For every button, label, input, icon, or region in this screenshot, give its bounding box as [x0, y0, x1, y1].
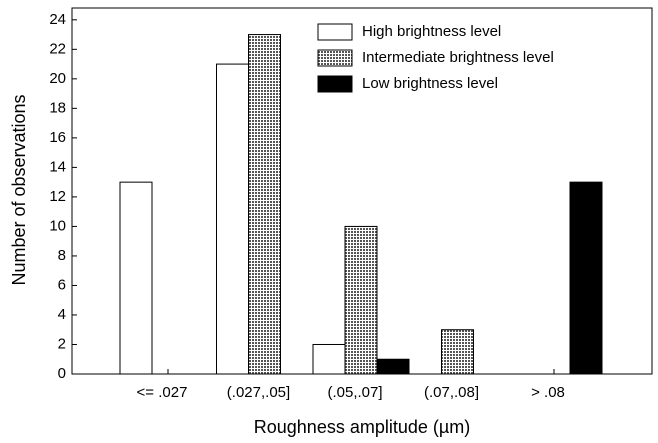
- legend-swatch: [317, 75, 353, 93]
- bar: [312, 343, 346, 375]
- x-tick-label: (.05,.07]: [327, 384, 382, 401]
- x-tick-label: (.07,.08]: [424, 384, 479, 401]
- y-tick-label: 18: [49, 99, 66, 116]
- x-tick-label: > .08: [531, 384, 565, 401]
- bar: [119, 181, 153, 375]
- bar: [248, 34, 281, 375]
- y-tick-label: 24: [49, 11, 66, 28]
- legend-label: High brightness level: [362, 23, 501, 40]
- y-tick-label: 14: [49, 158, 66, 175]
- bar: [376, 358, 410, 375]
- legend-label: Low brightness level: [362, 75, 498, 92]
- y-tick-label: 2: [58, 335, 66, 352]
- y-tick-label: 10: [49, 217, 66, 234]
- y-tick-label: 12: [49, 188, 66, 205]
- y-tick-label: 22: [49, 40, 66, 57]
- y-axis-label: Number of observations: [9, 94, 29, 285]
- legend-label: Intermediate brightness level: [362, 49, 554, 66]
- y-tick-label: 16: [49, 129, 66, 146]
- legend-swatch: [317, 49, 353, 67]
- x-tick-label: <= .027: [137, 384, 188, 401]
- y-tick-label: 8: [58, 247, 66, 264]
- bar: [216, 63, 249, 375]
- legend-swatch: [317, 23, 353, 41]
- bar: [441, 329, 474, 375]
- bar: [344, 225, 378, 375]
- y-tick-label: 0: [58, 365, 66, 382]
- y-tick-label: 20: [49, 70, 66, 87]
- x-axis-label: Roughness amplitude (µm): [254, 417, 470, 437]
- y-tick-label: 6: [58, 276, 66, 293]
- y-tick-label: 4: [58, 306, 66, 323]
- x-tick-label: (.027,.05]: [227, 384, 290, 401]
- bar: [569, 181, 603, 375]
